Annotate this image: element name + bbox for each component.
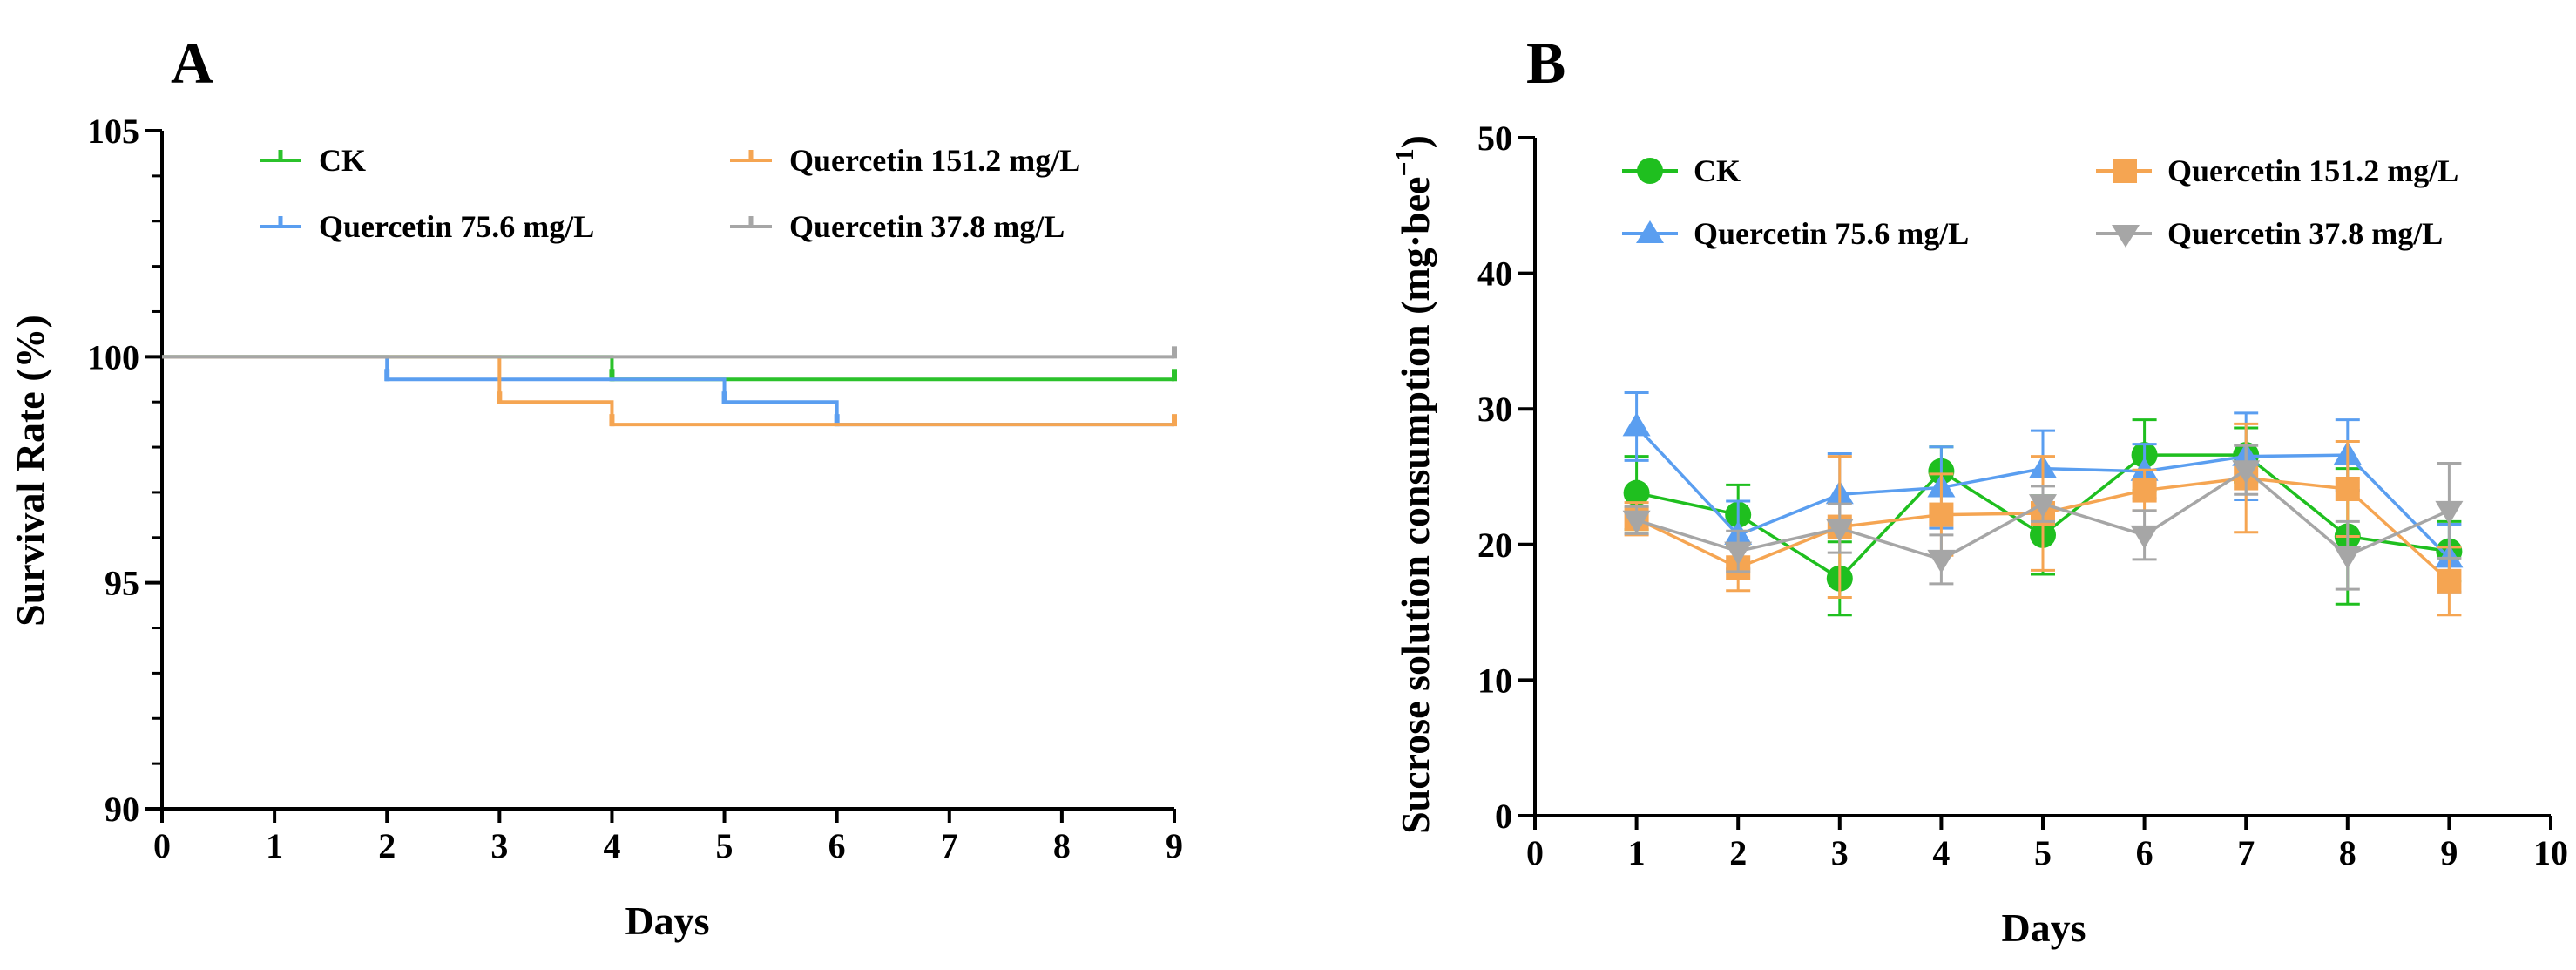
y-tick-label: 0	[1495, 797, 1512, 836]
data-point-triangle-down	[2333, 546, 2362, 570]
data-point-triangle-up	[1622, 412, 1651, 437]
x-axis-ticks: 0 1 2 3 4 5 6 7 8 9 10	[1526, 816, 2568, 872]
data-point-square	[1929, 502, 1954, 527]
legend-label: CK	[1694, 153, 1741, 188]
x-tick-label: 9	[2440, 833, 2458, 872]
data-point-square	[2335, 477, 2360, 502]
x-tick-label: 0	[153, 826, 171, 865]
legend-item-ck: CK	[1622, 153, 1741, 188]
y-tick-label: 105	[87, 112, 139, 151]
legend: CK Quercetin 75.6 mg/L Quercetin 151.2 m…	[1622, 153, 2458, 251]
x-axis-title: Days	[2001, 906, 2086, 950]
legend-marker-square	[2113, 159, 2137, 183]
x-tick-label: 6	[2136, 833, 2153, 872]
y-axis-title: Sucrose solution consumption (mg·bee−1)	[1390, 135, 1437, 834]
data-point-triangle-down	[1622, 510, 1651, 534]
x-axis-title: Days	[625, 899, 709, 943]
legend-item-quercetin-37: Quercetin 37.8 mg/L	[730, 209, 1065, 244]
legend-label: CK	[319, 143, 366, 178]
survival-step-line	[162, 355, 1174, 427]
data-point-triangle-down	[2435, 500, 2464, 525]
series-quercetin-151-2-mg-l	[162, 355, 1177, 427]
legend-item-quercetin-151: Quercetin 151.2 mg/L	[2096, 153, 2458, 188]
y-axis-title-main: Sucrose solution consumption (mg·bee	[1393, 177, 1437, 834]
data-point-square	[2132, 478, 2157, 503]
panel-a: A 90 95 100 105 0 1 2 3 4 5 6 7 8 9 Days Survival Ra…	[8, 30, 1183, 943]
series-quercetin-37-8-mg-l	[1622, 444, 2464, 591]
x-tick-label: 8	[2339, 833, 2356, 872]
y-tick-label: 10	[1477, 661, 1512, 700]
x-tick-label: 9	[1166, 826, 1183, 865]
y-tick-label: 20	[1477, 526, 1512, 565]
y-tick-label: 95	[105, 564, 139, 603]
x-tick-label: 5	[2034, 833, 2052, 872]
legend-label: Quercetin 151.2 mg/L	[789, 143, 1080, 178]
legend-label: Quercetin 75.6 mg/L	[319, 209, 594, 244]
x-tick-label: 3	[1831, 833, 1849, 872]
legend-label: Quercetin 75.6 mg/L	[1694, 216, 1969, 251]
legend-item-quercetin-37: Quercetin 37.8 mg/L	[2096, 216, 2443, 251]
x-tick-label: 5	[716, 826, 734, 865]
series-ck	[162, 355, 1177, 382]
panel-label-b: B	[1526, 30, 1565, 96]
panel-label-a: A	[171, 30, 213, 96]
x-tick-label: 4	[603, 826, 620, 865]
x-tick-label: 0	[1526, 833, 1544, 872]
x-tick-label: 4	[1932, 833, 1950, 872]
data-point-triangle-down	[1927, 549, 1956, 573]
x-tick-label: 2	[1729, 833, 1747, 872]
panel-b: B 0 10 20 30 40 50 0 1 2 3 4 5 6 7 8 9 10 Days Sucrose …	[1390, 30, 2568, 950]
y-tick-label: 40	[1477, 254, 1512, 294]
data-point-circle	[1623, 479, 1650, 506]
survival-step-line	[162, 355, 1174, 427]
legend-label: Quercetin 151.2 mg/L	[2167, 153, 2458, 188]
y-axis-ticks: 90 95 100 105	[87, 112, 162, 829]
x-tick-label: 7	[2237, 833, 2255, 872]
data-point-triangle-down	[2029, 494, 2057, 519]
legend-label: Quercetin 37.8 mg/L	[2167, 216, 2443, 251]
x-tick-label: 6	[828, 826, 846, 865]
legend-item-quercetin-75: Quercetin 75.6 mg/L	[1622, 216, 1969, 251]
y-tick-label: 50	[1477, 119, 1512, 158]
series-group	[1622, 391, 2464, 617]
data-point-triangle-down	[2232, 460, 2261, 485]
data-point-triangle-down	[1825, 519, 1854, 543]
legend-marker-triangle-down	[2112, 225, 2140, 248]
x-tick-label: 8	[1053, 826, 1071, 865]
legend: CK Quercetin 75.6 mg/L Quercetin 151.2 m…	[260, 143, 1080, 244]
survival-step-line	[162, 355, 1174, 382]
y-tick-label: 90	[105, 790, 139, 829]
y-axis-ticks: 0 10 20 30 40 50	[1477, 119, 1535, 836]
series-quercetin-37-8-mg-l	[162, 346, 1177, 359]
x-tick-label: 1	[1628, 833, 1646, 872]
y-axis-title-close: )	[1393, 135, 1437, 148]
y-axis-title-superscript: −1	[1390, 148, 1419, 176]
y-axis-title: Survival Rate (%)	[8, 315, 52, 627]
x-tick-label: 7	[941, 826, 958, 865]
x-tick-label: 2	[378, 826, 396, 865]
x-tick-label: 3	[490, 826, 508, 865]
series-group	[162, 346, 1177, 427]
y-tick-label: 100	[87, 337, 139, 376]
legend-label: Quercetin 37.8 mg/L	[789, 209, 1065, 244]
data-point-triangle-down	[1724, 541, 1753, 566]
x-tick-label: 10	[2533, 833, 2568, 872]
x-tick-label: 1	[266, 826, 283, 865]
legend-marker-circle	[1637, 158, 1663, 184]
x-axis-ticks: 0 1 2 3 4 5 6 7 8 9	[153, 809, 1183, 865]
series-quercetin-75-6-mg-l	[162, 355, 1174, 427]
legend-marker-triangle-up	[1636, 220, 1664, 243]
data-point-square	[2437, 568, 2462, 594]
legend-item-ck: CK	[260, 143, 366, 178]
legend-item-quercetin-75: Quercetin 75.6 mg/L	[260, 209, 594, 244]
y-tick-label: 30	[1477, 390, 1512, 429]
data-point-triangle-down	[2130, 525, 2159, 549]
legend-item-quercetin-151: Quercetin 151.2 mg/L	[730, 143, 1080, 178]
